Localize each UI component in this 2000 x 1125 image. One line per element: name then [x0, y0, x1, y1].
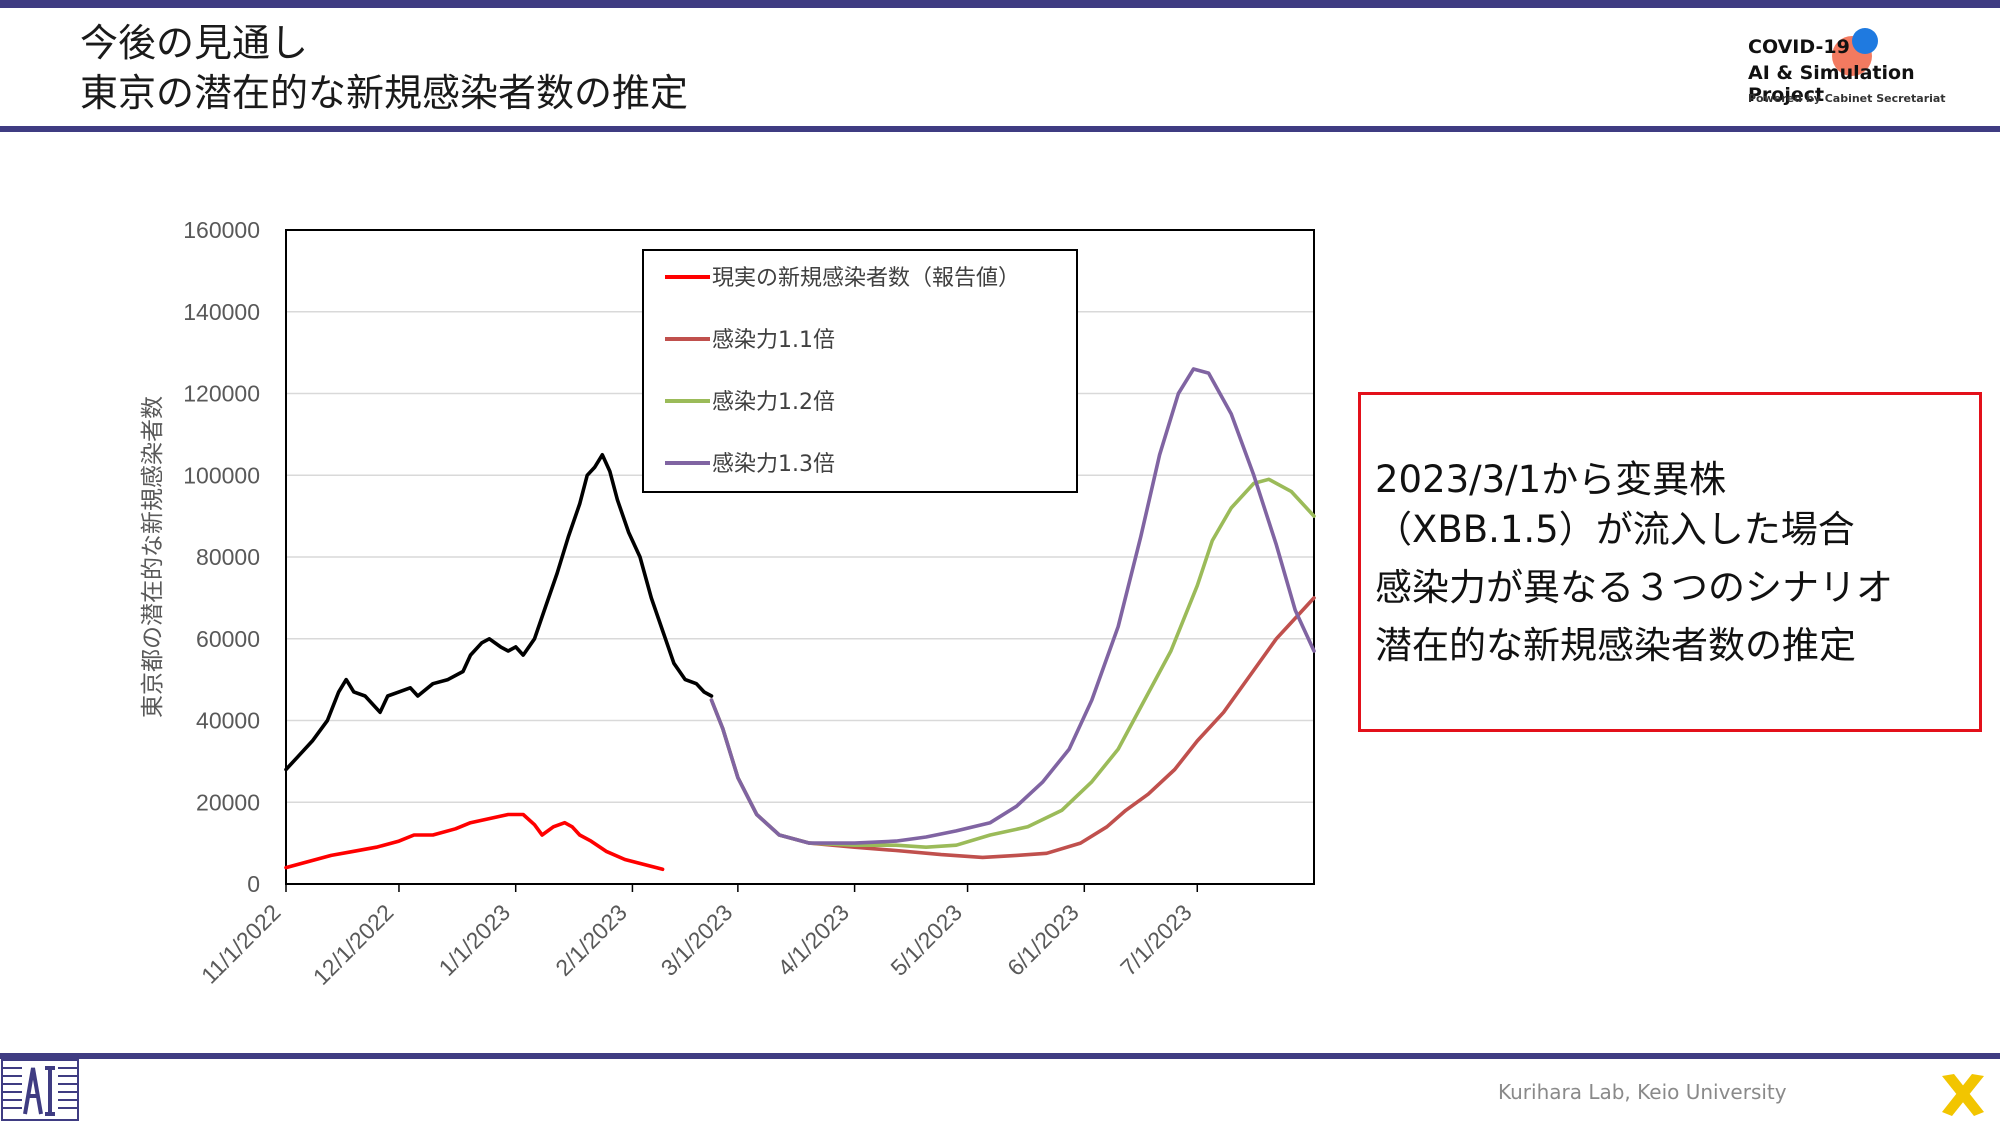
x-tick-label: 7/1/2023 [1115, 899, 1197, 981]
logo-line-2: AI & Simulation Project [1748, 62, 1915, 106]
legend-label: 感染力1.2倍 [712, 390, 835, 415]
series-line-scenario_1_3 [709, 367, 1316, 845]
header-underline [0, 126, 2000, 132]
y-tick-label: 140000 [183, 299, 260, 325]
footer-band [0, 1053, 2000, 1059]
y-tick-label: 80000 [196, 544, 260, 570]
y-tick-label: 0 [247, 871, 260, 897]
series-line-scenario_1_1 [709, 596, 1316, 860]
x-tick-label: 3/1/2023 [656, 899, 738, 981]
series-line-observed_past [284, 452, 714, 772]
chart-series [284, 367, 1316, 872]
y-tick-label: 100000 [183, 462, 260, 488]
page-title: 今後の見通し 東京の潜在的な新規感染者数の推定 [80, 18, 688, 118]
scenario-callout: 2023/3/1から変異株 （XBB.1.5）が流入した場合 感染力が異なる３つ… [1358, 392, 1982, 732]
x-tick-label: 12/1/2022 [308, 899, 399, 990]
x-tick-label: 2/1/2023 [550, 899, 632, 981]
title-line-2: 東京の潜在的な新規感染者数の推定 [80, 71, 689, 115]
logo-line-1: COVID-19 [1748, 36, 1850, 58]
project-logo: COVID-19 AI & Simulation Project Powered… [1748, 28, 1988, 118]
y-tick-label: 60000 [196, 626, 260, 652]
x-axis-ticks: 11/1/2022 12/1/2022 1/1/2023 2/1/2023 3/1/20… [196, 884, 1199, 990]
callout-line-3: 感染力が異なる３つのシナリオ [1375, 566, 1893, 609]
x-tick-label: 1/1/2023 [434, 899, 516, 981]
legend-label: 現実の新規感染者数（報告値） [712, 266, 1020, 291]
callout-line-4: 潜在的な新規感染者数の推定 [1375, 624, 1856, 667]
x-tick-label: 5/1/2023 [885, 899, 967, 981]
logo-line-3: Powered by Cabinet Secretariat [1748, 92, 1946, 105]
x-tick-label: 6/1/2023 [1002, 899, 1084, 981]
legend-box [642, 249, 1078, 493]
x-logo-icon [1942, 1074, 1984, 1116]
footer-credit: Kurihara Lab, Keio University [1498, 1080, 1787, 1104]
logo-blue-dot [1852, 28, 1878, 54]
series-line-reported [284, 812, 665, 872]
y-tick-label: 20000 [196, 789, 260, 815]
lab-logo-icon [1, 1059, 79, 1121]
y-tick-label: 120000 [183, 381, 260, 407]
callout-line-2: （XBB.1.5）が流入した場合 [1375, 508, 1855, 551]
series-line-scenario_1_2 [709, 477, 1316, 850]
callout-line-1: 2023/3/1から変異株 [1375, 458, 1727, 501]
top-band [0, 0, 2000, 8]
x-tick-label: 4/1/2023 [772, 899, 854, 981]
title-line-1: 今後の見通し [80, 21, 309, 65]
legend-label: 感染力1.1倍 [712, 328, 835, 353]
y-axis-label: 東京都の潜在的な新規感染者数 [139, 396, 165, 718]
x-tick-label: 11/1/2022 [196, 899, 286, 989]
legend-label: 感染力1.3倍 [712, 452, 835, 477]
y-tick-label: 160000 [183, 217, 260, 243]
y-axis-ticks: 0 20000 40000 60000 80000 100000 120000 140000 1… [183, 217, 260, 897]
y-tick-label: 40000 [196, 708, 260, 734]
plot-area-border [285, 229, 1315, 885]
